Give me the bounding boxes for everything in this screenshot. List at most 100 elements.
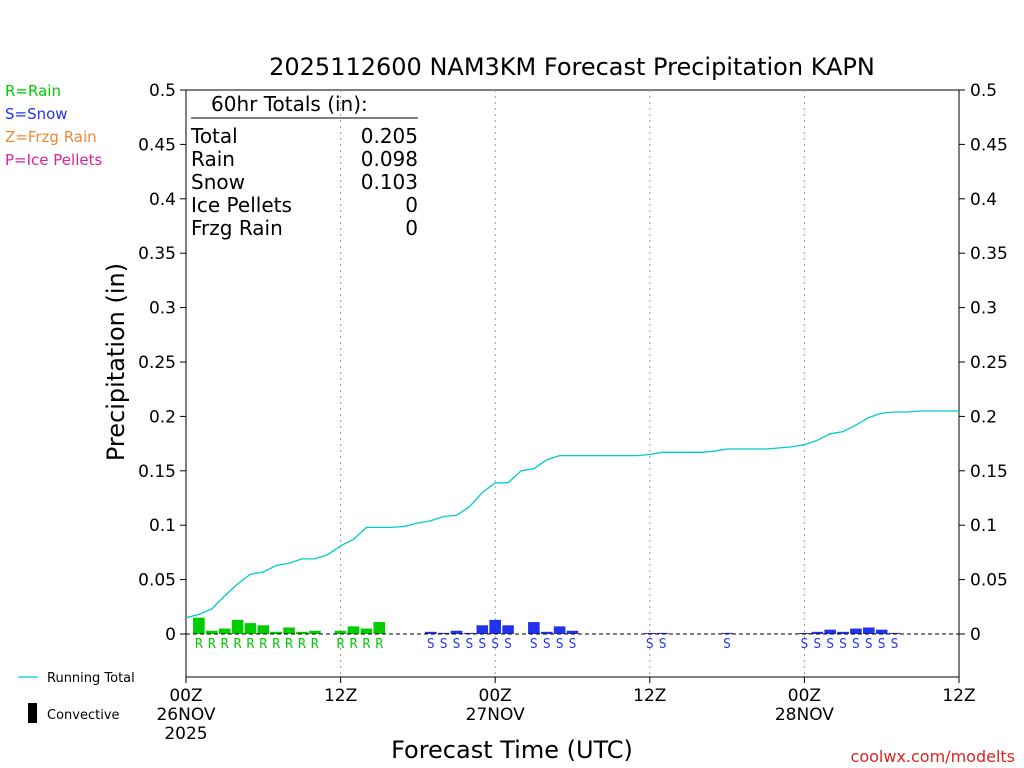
x-tick-date: 27NOV [466,705,525,725]
precip-type-letter: S [839,637,847,652]
totals-label: Ice Pellets [191,193,292,217]
precip-bar [193,617,205,634]
legend-type-r: R=Rain [5,82,61,100]
precip-bar [540,631,553,634]
x-tick-date: 28NOV [775,705,834,725]
precip-type-letter: S [659,637,667,652]
running-total-legend-label: Running Total [47,671,135,686]
precip-bar [528,622,540,634]
totals-value: 0.098 [361,147,418,171]
y-tick-label-right: 0.25 [970,353,1008,373]
precip-type-letter: S [800,637,808,652]
y-tick-label-left: 0.1 [149,516,176,536]
y-tick-label-left: 0.05 [138,571,176,591]
precip-type-legend: R=Rain S=Snow Z=Frzg Rain P=Ice Pellets [5,82,102,169]
precip-type-letter: R [362,637,370,652]
precip-type-letter: R [259,637,267,652]
precip-type-letter: S [478,637,486,652]
precip-type-letter: R [272,637,280,652]
precip-type-letter: S [440,637,448,652]
precip-bar [566,630,579,634]
precip-type-letter: R [285,637,293,652]
x-tick-year: 2025 [164,724,207,744]
y-tick-label-right: 0.4 [970,190,997,210]
y-tick-label-right: 0.15 [970,462,1008,482]
legend-type-s: S=Snow [5,105,68,123]
totals-label: Snow [191,170,245,194]
precip-bar [218,628,231,634]
precip-bar [347,626,360,634]
precip-type-letter: S [646,637,654,652]
precip-bar [837,631,849,634]
totals-box: 60hr Totals (in): Total 0.205 Rain 0.098 Sno… [190,92,418,240]
x-tick-label: 12Z [942,686,975,706]
precip-bar [463,632,476,634]
precip-type-letter: R [195,637,203,652]
precip-bar [257,625,270,634]
totals-label: Rain [191,147,235,171]
running-total-line [185,410,959,619]
precip-bar [296,631,308,634]
precip-type-letter: R [221,637,229,652]
precip-type-letter: S [427,637,435,652]
gridlines [340,90,805,677]
totals-label: Frzg Rain [191,216,283,240]
y-tick-label-left: 0.35 [138,244,176,264]
y-tick-label-left: 0.3 [149,299,176,319]
precip-type-letter: R [337,637,345,652]
y-tick-label-right: 0.5 [970,81,997,101]
precip-type-letter: S [556,637,564,652]
chart-title: 2025112600 NAM3KM Forecast Precipitation… [269,53,875,81]
precip-type-letter: R [298,637,306,652]
precip-bar [489,619,501,634]
precip-bar [721,632,733,634]
precip-type-letter: S [569,637,577,652]
precip-bar [244,623,257,634]
precip-type-letter: R [208,637,216,652]
credit-text: coolwx.com/modelts [851,747,1015,766]
y-tick-label-left: 0.2 [149,407,176,427]
precip-type-letter: S [543,637,551,652]
precip-bar [863,627,875,634]
precip-bar [283,627,295,634]
precip-type-letter: S [453,637,461,652]
totals-value: 0.205 [361,124,418,148]
y-tick-label-left: 0.25 [138,353,176,373]
y-tick-label-left: 0.15 [138,462,176,482]
totals-header: 60hr Totals (in): [211,92,368,116]
precip-bar [270,631,282,634]
precip-bar [309,630,321,634]
x-tick-label: 00Z [169,686,202,706]
precip-bar [850,628,862,634]
totals-value: 0 [405,193,418,217]
precip-type-letter: S [878,637,886,652]
legend-type-p: P=Ice Pellets [5,151,102,169]
precip-bar [334,630,347,634]
precip-bar [450,630,463,634]
y-tick-label-left: 0.4 [149,190,176,210]
precip-type-letter: R [247,637,255,652]
x-tick-label: 12Z [324,686,357,706]
precip-type-letter: S [826,637,834,652]
totals-label: Total [190,124,238,148]
precip-bar [888,632,901,634]
y-tick-label-right: 0 [970,625,981,645]
x-tick-label: 12Z [633,686,666,706]
y-tick-label-left: 0.45 [138,135,176,155]
precip-bar [424,631,437,634]
precip-type-letter: S [466,637,474,652]
x-tick-label: 00Z [788,686,821,706]
plot-frame [185,89,960,678]
legend-type-z: Z=Frzg Rain [5,128,97,146]
precip-bar [811,631,824,634]
y-tick-label-right: 0.3 [970,299,997,319]
precip-bar [656,632,669,634]
precip-type-letter: S [504,637,512,652]
precip-type-letter: R [375,637,383,652]
convective-legend-label: Convective [47,708,120,723]
precip-type-letter: S [865,637,873,652]
y-tick-label-right: 0.45 [970,135,1008,155]
